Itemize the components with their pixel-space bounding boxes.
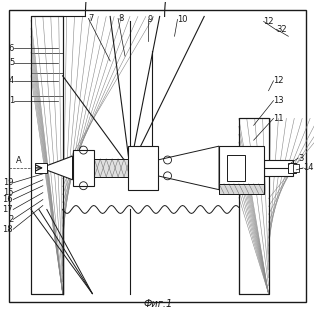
Text: 16: 16 bbox=[3, 195, 13, 204]
Bar bbox=[94, 159, 128, 177]
Bar bbox=[35, 163, 47, 173]
Text: 32: 32 bbox=[276, 25, 287, 34]
Bar bbox=[219, 146, 264, 190]
Bar bbox=[31, 16, 63, 294]
Text: 17: 17 bbox=[3, 205, 13, 214]
Text: 13: 13 bbox=[273, 96, 284, 105]
Bar bbox=[288, 163, 296, 173]
Text: 14: 14 bbox=[303, 163, 314, 172]
Text: 8: 8 bbox=[118, 14, 124, 23]
Text: 18: 18 bbox=[3, 225, 13, 234]
Polygon shape bbox=[158, 146, 219, 190]
Polygon shape bbox=[41, 156, 73, 180]
Text: 7: 7 bbox=[88, 14, 94, 23]
Bar bbox=[293, 164, 299, 172]
Text: 6: 6 bbox=[9, 44, 14, 53]
Bar bbox=[73, 150, 94, 186]
Bar bbox=[31, 16, 63, 294]
Text: 12: 12 bbox=[264, 17, 274, 26]
Text: А: А bbox=[16, 156, 22, 165]
Text: 1: 1 bbox=[9, 96, 14, 105]
Text: Фиг.1: Фиг.1 bbox=[143, 299, 172, 308]
Text: 2: 2 bbox=[8, 215, 13, 224]
Bar bbox=[128, 146, 158, 190]
Bar bbox=[239, 119, 269, 294]
Text: 3: 3 bbox=[298, 153, 304, 163]
Text: 5: 5 bbox=[9, 58, 14, 68]
Text: 15: 15 bbox=[3, 188, 13, 197]
Bar bbox=[264, 160, 293, 176]
Text: 12: 12 bbox=[273, 76, 284, 85]
Bar bbox=[219, 184, 264, 194]
Text: 10: 10 bbox=[178, 15, 188, 24]
Bar bbox=[239, 119, 269, 294]
Text: 4: 4 bbox=[9, 76, 14, 85]
Bar bbox=[227, 155, 245, 181]
Bar bbox=[94, 159, 128, 177]
Text: 9: 9 bbox=[148, 15, 153, 24]
Text: 11: 11 bbox=[273, 114, 284, 123]
Bar bbox=[219, 184, 264, 194]
Text: 19: 19 bbox=[3, 178, 13, 187]
